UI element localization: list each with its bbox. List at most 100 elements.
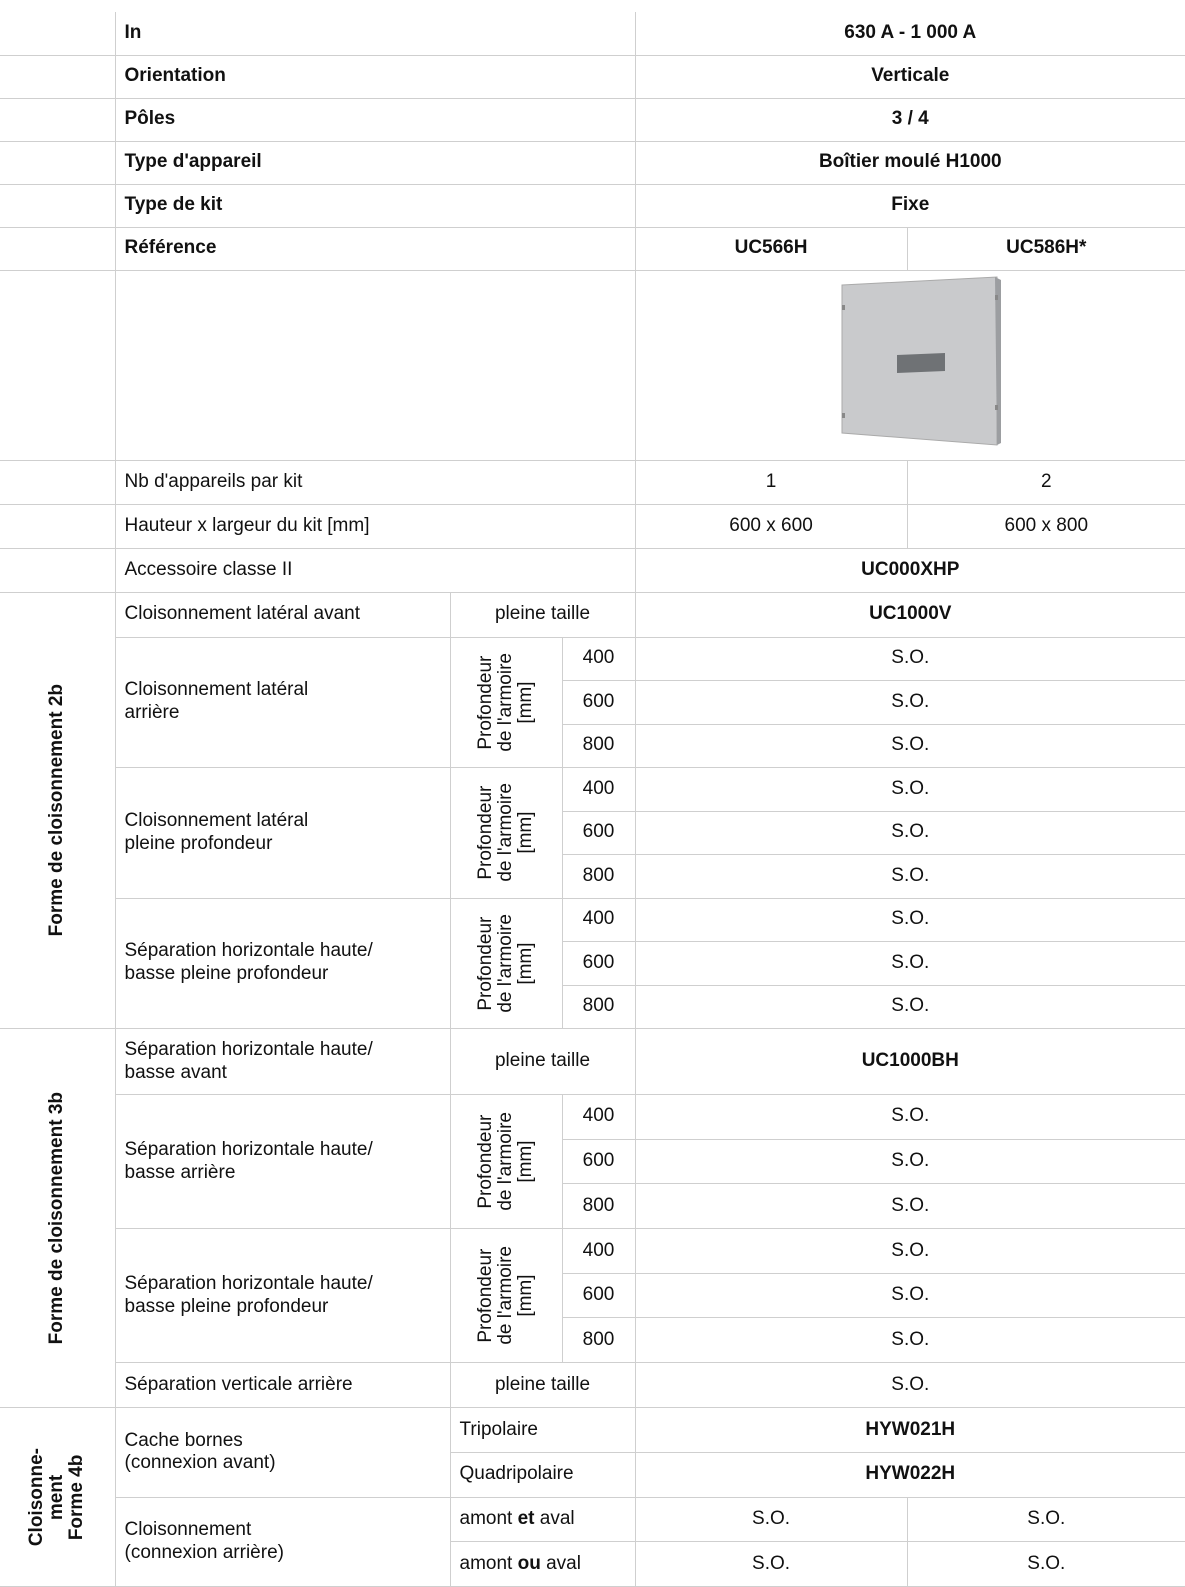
row-label: Séparation verticale arrière <box>115 1362 451 1409</box>
row-label: In <box>114 12 636 56</box>
group-title: Cloisonne- ment Forme 4b <box>26 1448 88 1547</box>
condition: Tripolaire <box>449 1407 636 1453</box>
reference: UC1000BH <box>634 1028 1185 1095</box>
row-value: 600 x 600 <box>634 503 908 549</box>
table-row: 600 S.O. <box>0 1272 1185 1319</box>
table-row: Cloisonnement latéral arrière Profondeur … <box>0 636 1185 768</box>
table-row: amont ou aval S.O. S.O. <box>0 1541 1185 1587</box>
condition-cell: Profondeur de l'armoire [mm] <box>449 1228 563 1364</box>
row-label: Type de kit <box>114 183 636 228</box>
table-row <box>0 269 1185 461</box>
table-row: 800 S.O. <box>0 1183 1185 1230</box>
depth: 400 <box>561 1228 636 1274</box>
depth: 600 <box>562 941 636 986</box>
condition: pleine taille <box>449 591 636 638</box>
row-label: Orientation <box>114 54 636 99</box>
empty-cell <box>0 503 116 549</box>
table-row: 600 S.O. <box>0 680 1185 725</box>
row-value: S.O. <box>634 1138 1185 1185</box>
table-row: 800 S.O. <box>0 1317 1185 1364</box>
table-row: Forme de cloisonnement 3b Séparation hori… <box>0 1027 1185 1409</box>
row-value: 630 A - 1 000 A <box>634 12 1185 56</box>
empty-cell <box>0 547 116 593</box>
table-row: Quadripolaire HYW022H <box>0 1451 1185 1498</box>
empty-cell <box>0 140 116 185</box>
table-row: Cloisonne- ment Forme 4b Cache bornes (co… <box>0 1407 1185 1587</box>
table-row: Séparation verticale arrière pleine taill… <box>0 1362 1185 1409</box>
reference: UC566H <box>634 226 908 271</box>
row-value: S.O. <box>634 1183 1185 1230</box>
reference: UC000XHP <box>634 547 1185 593</box>
row-value: S.O. <box>634 636 1185 681</box>
row-value: S.O. <box>634 1317 1185 1364</box>
table-row: 800 S.O. <box>0 854 1185 899</box>
table-row: Type d'appareil Boîtier moulé H1000 <box>0 140 1185 185</box>
table-row: Séparation horizontale haute/ basse plei… <box>0 1228 1185 1364</box>
depth: 400 <box>561 636 636 681</box>
group-title-cell: Forme de cloisonnement 2b <box>0 591 116 1029</box>
condition: amont et aval <box>449 1496 636 1543</box>
condition: Profondeur de l'armoire [mm] <box>475 652 536 752</box>
table-row: Cloisonnement (connexion arrière) amont e… <box>0 1496 1185 1587</box>
table-row: Séparation horizontale haute/ basse plei… <box>0 897 1185 1029</box>
depth: 800 <box>562 723 636 768</box>
condition-cell: Profondeur de l'armoire [mm] <box>449 1093 563 1230</box>
depth: 400 <box>561 767 636 812</box>
row-value: S.O. <box>634 1272 1185 1319</box>
group-title-cell: Forme de cloisonnement 3b <box>0 1027 116 1409</box>
condition: amont ou aval <box>450 1541 636 1587</box>
table-row: Séparation horizontale haute/ basse arri… <box>0 1093 1185 1230</box>
condition-cell: Profondeur de l'armoire [mm] <box>449 767 563 899</box>
condition-cell: Profondeur de l'armoire [mm] <box>449 636 563 768</box>
empty-cell <box>0 54 116 99</box>
depth: 600 <box>562 680 636 725</box>
row-value: S.O. <box>634 1496 908 1543</box>
reference: UC1000V <box>634 591 1185 638</box>
row-value: S.O. <box>634 897 1185 942</box>
table-body: In 630 A - 1 000 A Orientation Verticale Pôl… <box>0 12 1185 1587</box>
depth: 800 <box>562 854 636 899</box>
row-label: Cloisonnement latéral avant <box>114 591 451 638</box>
row-value: S.O. <box>634 854 1185 899</box>
row-label: Séparation horizontale haute/ basse arri… <box>115 1093 451 1230</box>
depth: 400 <box>561 1094 636 1140</box>
table-row: 800 S.O. <box>0 723 1185 768</box>
group-title-cell: Cloisonne- ment Forme 4b <box>0 1407 116 1587</box>
row-value: S.O. <box>906 1541 1185 1587</box>
row-value: S.O. <box>634 941 1185 986</box>
table-row: Forme de cloisonnement 2b Cloisonnement l… <box>0 591 1185 1029</box>
table-row: 600 S.O. <box>0 1138 1185 1185</box>
row-value: S.O. <box>634 984 1185 1029</box>
empty-cell <box>114 269 636 461</box>
group-title: Forme de cloisonnement 3b <box>46 1091 68 1345</box>
row-value: S.O. <box>634 723 1185 768</box>
row-value: S.O. <box>634 1362 1185 1409</box>
row-label: Nb d'appareils par kit <box>114 459 636 505</box>
table-row: Pôles 3 / 4 <box>0 97 1185 142</box>
row-value: Boîtier moulé H1000 <box>634 140 1185 185</box>
empty-cell <box>0 12 116 56</box>
row-value: S.O. <box>634 1541 908 1587</box>
row-value: S.O. <box>906 1496 1185 1543</box>
row-label: Pôles <box>114 97 636 142</box>
row-label: Type d'appareil <box>114 140 636 185</box>
row-label: Cloisonnement latéral pleine profondeur <box>115 767 451 899</box>
condition: Profondeur de l'armoire [mm] <box>475 1246 536 1345</box>
row-label: Accessoire classe II <box>114 547 636 593</box>
table-row: Accessoire classe II UC000XHP <box>0 547 1185 593</box>
depth: 800 <box>562 1183 636 1230</box>
condition-cell: Profondeur de l'armoire [mm] <box>449 897 563 1029</box>
group-title: Forme de cloisonnement 2b <box>46 684 68 937</box>
depth: 600 <box>562 1138 636 1185</box>
empty-cell <box>0 459 116 505</box>
table-row: Nb d'appareils par kit 1 2 <box>0 459 1185 505</box>
row-value: 3 / 4 <box>634 97 1185 142</box>
reference: HYW021H <box>634 1407 1185 1453</box>
row-label: Hauteur x largeur du kit [mm] <box>114 503 636 549</box>
empty-cell <box>0 97 116 142</box>
table-row: Référence UC566H UC586H* <box>0 226 1185 271</box>
row-value: 1 <box>634 459 908 505</box>
depth: 800 <box>562 984 636 1029</box>
reference: HYW022H <box>634 1451 1185 1498</box>
table-row: Orientation Verticale <box>0 54 1185 99</box>
